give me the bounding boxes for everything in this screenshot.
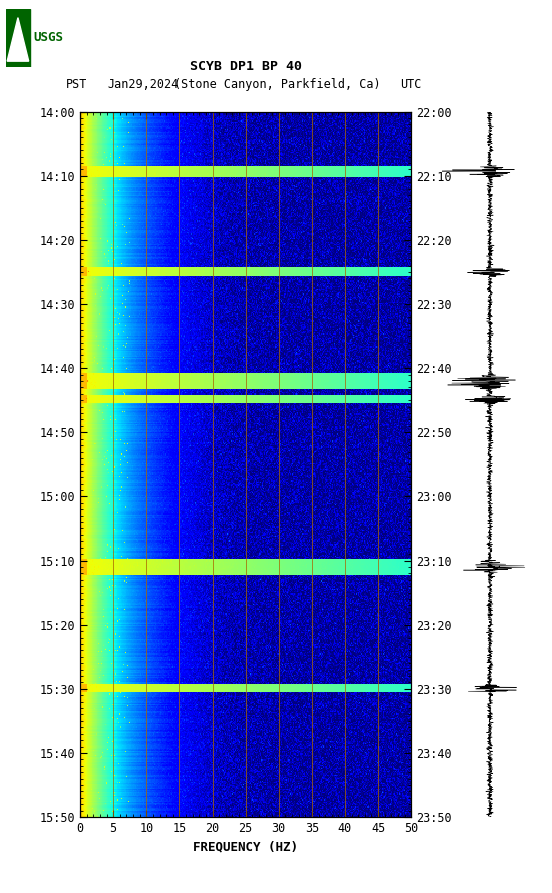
Text: Jan29,2024: Jan29,2024 — [108, 79, 179, 91]
Text: USGS: USGS — [33, 31, 63, 45]
Text: SCYB DP1 BP 40: SCYB DP1 BP 40 — [190, 61, 301, 73]
Text: PST: PST — [66, 79, 88, 91]
Text: UTC: UTC — [400, 79, 422, 91]
Text: (Stone Canyon, Parkfield, Ca): (Stone Canyon, Parkfield, Ca) — [174, 79, 380, 91]
Bar — [6, 9, 30, 67]
Polygon shape — [7, 18, 29, 61]
X-axis label: FREQUENCY (HZ): FREQUENCY (HZ) — [193, 840, 298, 854]
